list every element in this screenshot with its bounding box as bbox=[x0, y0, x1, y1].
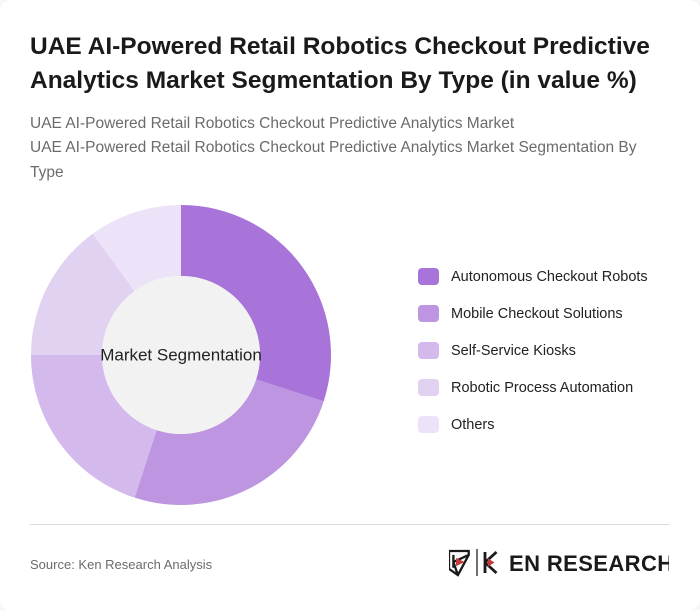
svg-text:EN RESEARCH: EN RESEARCH bbox=[509, 551, 669, 576]
svg-text:Market Segmentation: Market Segmentation bbox=[100, 346, 262, 365]
